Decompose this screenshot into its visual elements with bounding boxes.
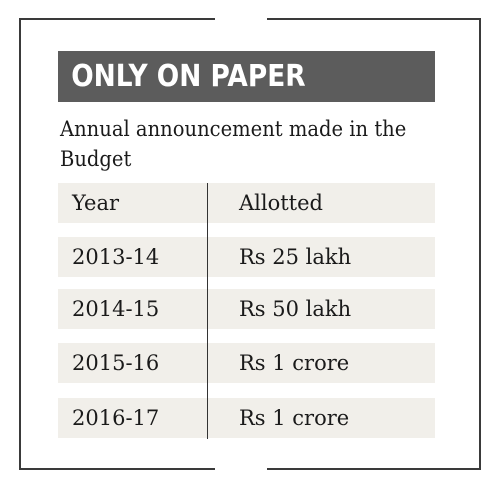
frame-bottom-right <box>267 468 481 470</box>
table-header-row: Year Allotted <box>58 183 435 223</box>
cell-allotted: Rs 1 crore <box>239 406 350 430</box>
chart-title: ONLY ON PAPER <box>71 59 306 94</box>
frame-top-right <box>267 18 481 20</box>
table-row: 2016-17 Rs 1 crore <box>58 398 435 438</box>
cell-allotted: Rs 1 crore <box>239 351 350 375</box>
frame-left <box>19 18 21 470</box>
frame-right <box>479 18 481 470</box>
title-bar: ONLY ON PAPER <box>58 51 435 102</box>
table-row: 2014-15 Rs 50 lakh <box>58 289 435 329</box>
cell-year: 2015-16 <box>72 351 160 375</box>
table-row: 2013-14 Rs 25 lakh <box>58 237 435 277</box>
column-divider <box>207 183 208 439</box>
header-year: Year <box>72 191 120 215</box>
cell-year: 2016-17 <box>72 406 160 430</box>
frame-border <box>19 18 481 470</box>
frame-bottom-left <box>19 468 215 470</box>
table-row: 2015-16 Rs 1 crore <box>58 343 435 383</box>
frame-top-left <box>19 18 215 20</box>
cell-year: 2014-15 <box>72 297 160 321</box>
chart-subtitle: Annual announcement made in the Budget <box>60 117 407 171</box>
header-allotted: Allotted <box>239 191 323 215</box>
cell-allotted: Rs 50 lakh <box>239 297 352 321</box>
cell-allotted: Rs 25 lakh <box>239 245 352 269</box>
cell-year: 2013-14 <box>72 245 160 269</box>
